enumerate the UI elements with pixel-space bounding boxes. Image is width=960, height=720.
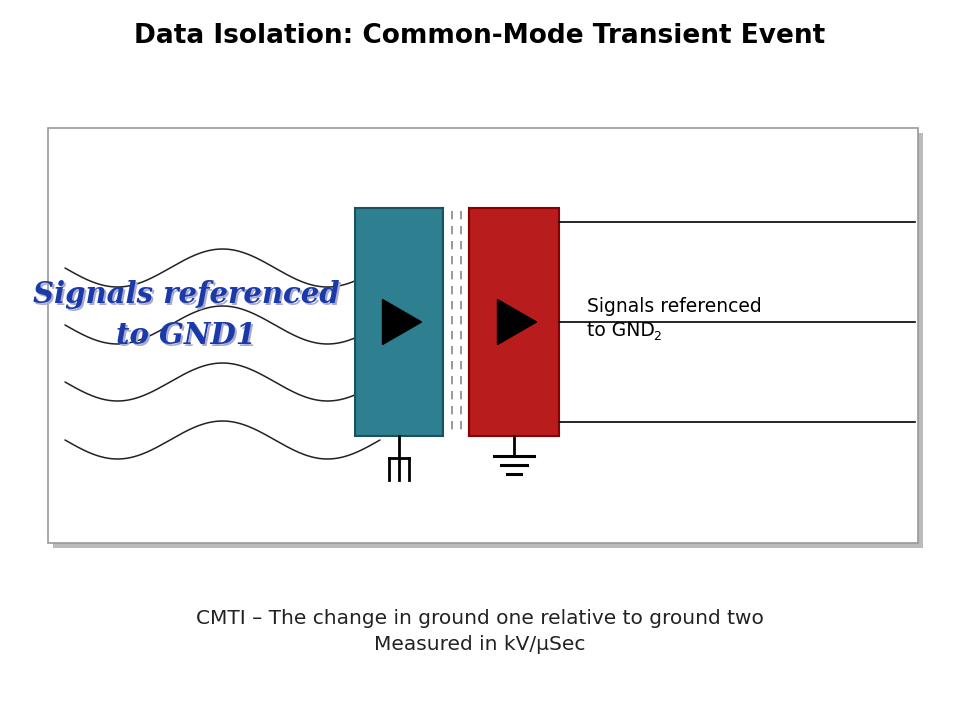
Bar <box>355 208 443 436</box>
Polygon shape <box>382 300 421 344</box>
Text: Measured in kV/μSec: Measured in kV/μSec <box>374 636 586 654</box>
Polygon shape <box>497 300 537 344</box>
Text: to GND: to GND <box>587 322 655 341</box>
Bar <box>53 133 923 548</box>
Bar <box>48 128 918 543</box>
Text: Signals referenced
to GND1: Signals referenced to GND1 <box>33 280 339 350</box>
Bar <box>469 208 559 436</box>
Text: Signals referenced: Signals referenced <box>587 297 761 317</box>
Text: CMTI – The change in ground one relative to ground two: CMTI – The change in ground one relative… <box>196 608 764 628</box>
Text: Data Isolation: Common-Mode Transient Event: Data Isolation: Common-Mode Transient Ev… <box>134 23 826 49</box>
Text: 2: 2 <box>653 330 660 343</box>
Text: Signals referenced
to GND1: Signals referenced to GND1 <box>35 282 342 352</box>
Bar <box>443 208 469 436</box>
